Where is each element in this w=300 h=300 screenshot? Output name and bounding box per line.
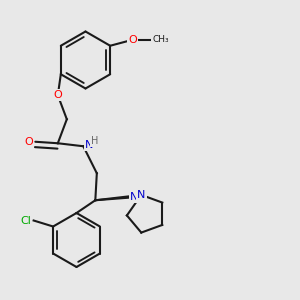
Text: O: O: [53, 90, 62, 100]
Text: Cl: Cl: [20, 215, 31, 226]
Text: N: N: [137, 190, 146, 200]
Text: CH₃: CH₃: [152, 35, 169, 44]
Text: O: O: [128, 35, 137, 45]
Text: H: H: [91, 136, 98, 146]
Text: O: O: [24, 137, 33, 147]
Text: N: N: [130, 192, 139, 202]
Text: N: N: [85, 140, 93, 150]
